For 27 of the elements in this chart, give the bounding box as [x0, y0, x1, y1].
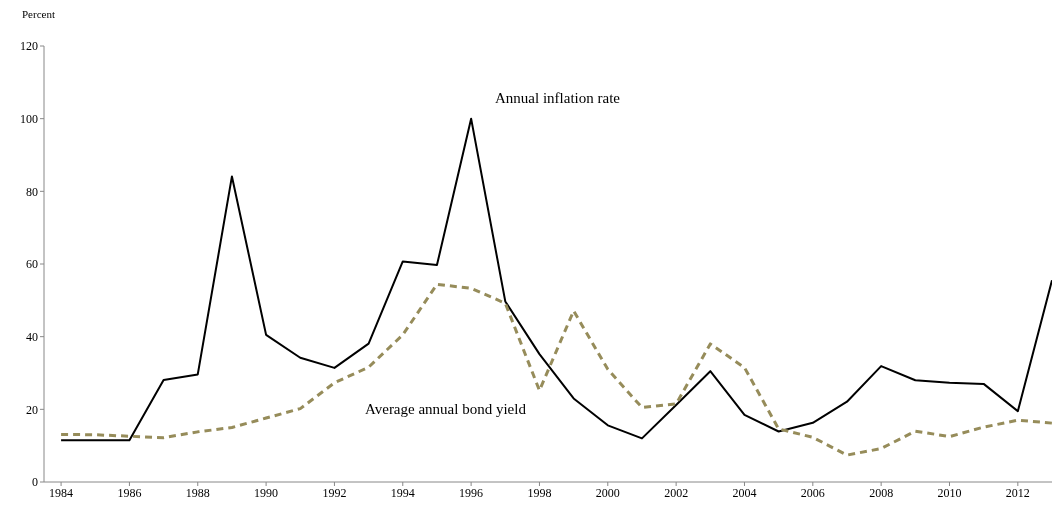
line-series — [59, 282, 1052, 457]
x-tick-label: 1996 — [459, 485, 484, 500]
x-tick-label: 2012 — [1005, 485, 1030, 500]
x-tick-label: 2004 — [732, 485, 757, 500]
x-tick-label: 2010 — [937, 485, 962, 500]
y-tick-label: 80 — [26, 184, 38, 199]
x-tick-label: 1984 — [49, 485, 74, 500]
x-tick-label: 2002 — [664, 485, 689, 500]
y-tick-label: 100 — [20, 111, 38, 126]
x-tick-label: 2006 — [800, 485, 825, 500]
x-tick-label: 1990 — [254, 485, 279, 500]
y-tick-label: 60 — [26, 257, 38, 272]
x-tick-label: 2000 — [595, 485, 620, 500]
x-tick-label: 1994 — [390, 485, 415, 500]
y-axis-title: Percent — [22, 8, 55, 20]
y-tick-label: 120 — [20, 39, 38, 54]
x-tick-label: 1992 — [322, 485, 347, 500]
y-tick-label: 0 — [32, 475, 38, 490]
annotation: Annual inflation rate — [495, 90, 620, 107]
x-tick-label: 1988 — [185, 485, 210, 500]
y-tick-label: 40 — [26, 329, 38, 344]
x-tick-label: 1986 — [117, 485, 142, 500]
y-tick-label: 20 — [26, 402, 38, 417]
line-series — [60, 117, 1052, 442]
annotation: Average annual bond yield — [365, 401, 526, 418]
x-tick-label: 1998 — [527, 485, 552, 500]
x-tick-label: 2008 — [869, 485, 894, 500]
